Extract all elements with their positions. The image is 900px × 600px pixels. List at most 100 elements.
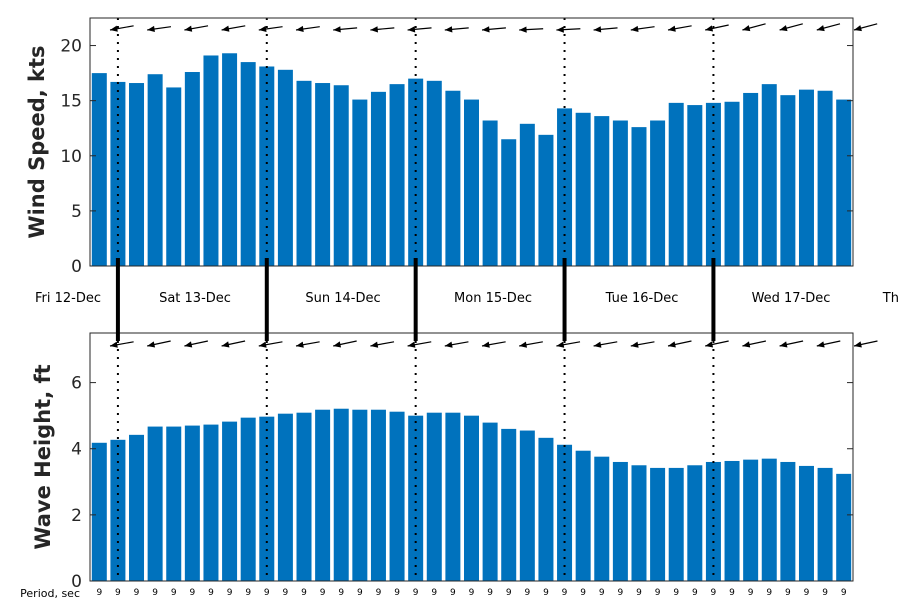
period-value: 9 [357,588,363,598]
bar [240,62,256,266]
arrow-head [705,25,714,32]
period-value: 9 [655,588,661,598]
bar [501,428,517,581]
bar [798,465,814,581]
y-tick-label: 2 [71,506,82,526]
bar [370,409,386,581]
arrow-head [333,341,342,348]
period-value: 9 [692,588,698,598]
day-label: Fri 12-Dec [35,291,101,306]
bar [166,87,182,266]
direction-arrow-icon [556,341,581,348]
arrow-head [779,25,788,32]
direction-arrow-icon [816,340,841,348]
bar [426,412,442,581]
bar [668,467,684,581]
arrow-head [630,341,639,348]
arrow-head [184,341,193,348]
bar [743,92,759,266]
arrow-head [407,26,416,33]
bar [705,461,721,581]
direction-arrow-icon [519,341,543,348]
period-value: 9 [394,588,400,598]
bar [761,458,777,581]
bar [594,116,610,266]
period-value: 9 [96,588,102,598]
direction-arrow-icon [258,341,283,348]
bar [836,473,852,581]
bar [389,411,405,581]
direction-arrow-icon [295,25,320,33]
arrow-head [407,341,416,348]
period-value: 9 [134,588,140,598]
arrow-head [742,25,751,32]
bar [519,123,535,267]
direction-arrow-icon [444,26,469,33]
period-value: 9 [338,588,344,598]
period-value: 9 [599,588,605,598]
arrow-head [333,26,341,33]
direction-arrow-icon [742,23,766,32]
bar [408,415,424,581]
arrow-head [742,341,751,348]
day-label: Mon 15-Dec [454,291,532,306]
period-value: 9 [785,588,791,598]
period-value: 9 [636,588,642,598]
bar [612,461,628,581]
bar [352,99,368,266]
bar [222,53,238,266]
arrow-head [147,25,155,33]
day-label: Thu [882,291,900,306]
arrow-head [370,26,379,33]
arrow-head [147,341,156,348]
bar [184,72,200,267]
bar [203,55,219,266]
arrow-head [779,341,788,348]
bar [408,78,424,266]
direction-arrow-icon [147,340,171,348]
direction-arrow-icon [109,25,134,32]
bar [557,444,573,581]
bar [482,422,498,581]
bar [147,74,163,266]
y-axis-label: Wave Height, ft [31,364,55,549]
period-label: Period, sec [20,587,80,600]
direction-arrow-icon [295,341,320,348]
direction-arrow-icon [370,341,395,348]
arrow-head [482,341,490,348]
direction-arrow-icon [333,26,358,33]
bar [798,89,814,267]
arrow-head [630,25,639,33]
bar [464,99,479,266]
arrow-head [221,341,230,348]
bar [761,84,777,266]
bar [259,66,275,267]
bar [594,456,610,581]
bar [575,450,591,581]
bar [91,442,107,581]
direction-arrow-icon [853,23,878,32]
bar [129,83,145,266]
period-value: 9 [580,588,586,598]
bar [780,461,796,581]
bar [631,465,647,581]
arrow-head [668,25,676,32]
wave-height-panel: 0 2 4 6 Wave Height, ft [31,332,878,592]
period-value: 9 [506,588,512,598]
direction-arrow-icon [221,340,246,348]
bar [91,73,107,266]
arrow-head [110,25,118,32]
arrow-head [593,26,602,33]
period-value: 9 [208,588,214,598]
y-tick-label: 20 [60,37,82,57]
arrow-head [482,26,490,33]
arrow-head [296,341,304,348]
period-value: 9 [376,588,382,598]
bar [780,95,796,267]
bar [259,416,275,581]
period-value: 9 [264,588,270,598]
direction-arrow-icon [853,340,878,348]
bar [426,80,442,267]
period-value: 9 [413,588,419,598]
y-tick-label: 10 [60,147,82,167]
